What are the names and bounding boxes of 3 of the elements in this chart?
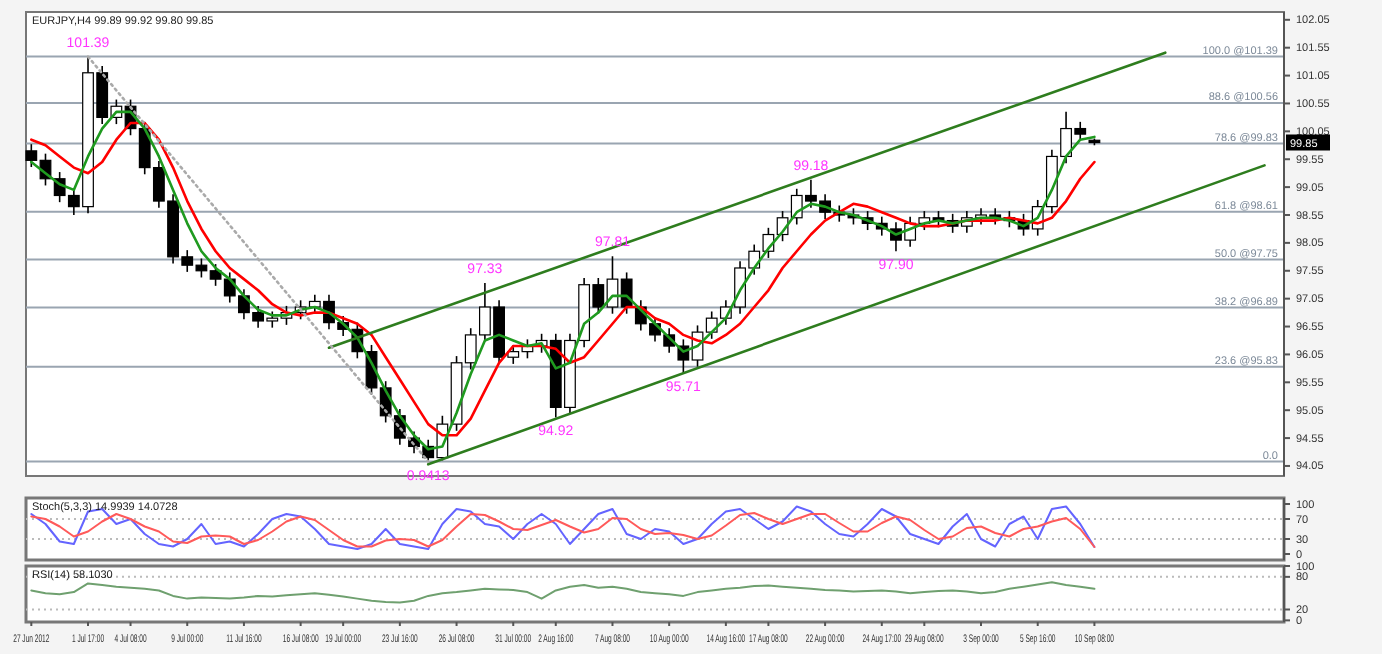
- line-series: [30, 512, 1096, 548]
- line-series: [30, 581, 1096, 604]
- line-series: [30, 505, 1096, 550]
